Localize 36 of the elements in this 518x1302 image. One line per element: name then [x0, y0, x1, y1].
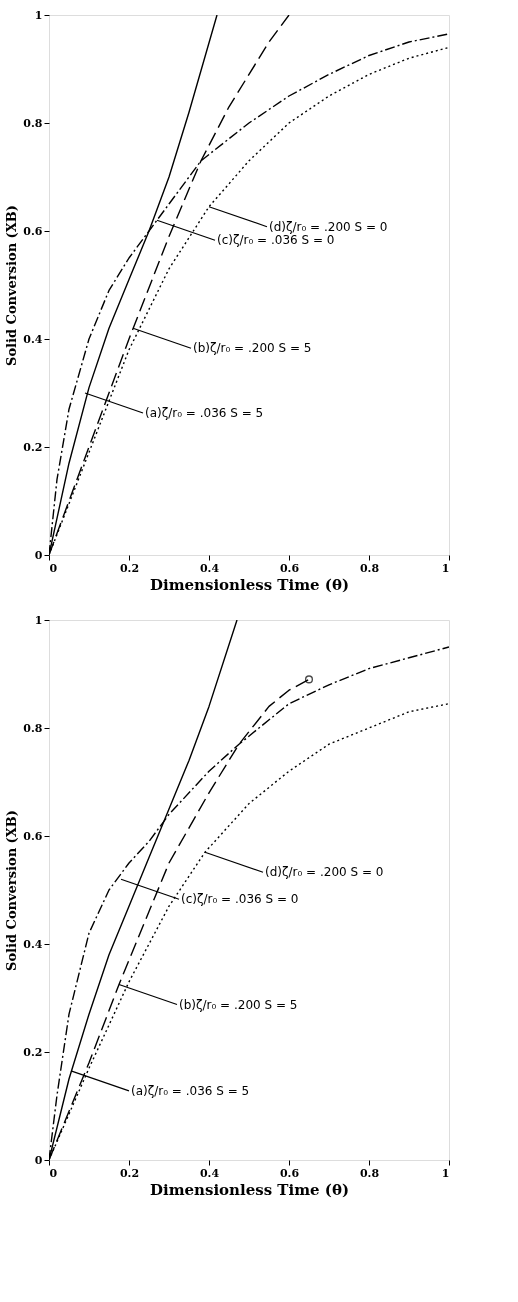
x-tick-label: 0.8	[359, 561, 380, 575]
annotation: (a)ζ/r₀ = .036 S = 5	[145, 406, 264, 420]
y-axis-title: Solid Conversion (XB)	[4, 810, 20, 971]
y-tick-label: 0.2	[23, 1045, 43, 1059]
x-tick-label: 0.6	[279, 1166, 300, 1180]
x-tick-label: 0.8	[359, 1166, 380, 1180]
x-axis-title: Dimensionless Time (θ)	[149, 575, 350, 594]
y-tick-label: 1	[34, 8, 43, 22]
y-tick-label: 0.4	[23, 332, 43, 346]
annotation: (c)ζ/r₀ = .036 S = 0	[181, 892, 299, 907]
x-tick-label: 0.4	[199, 1166, 220, 1180]
x-tick-label: 0	[49, 561, 58, 575]
x-tick-label: 1	[441, 1166, 450, 1180]
annotation: (d)ζ/r₀ = .200 S = 0	[265, 865, 384, 880]
x-tick-label: 0.2	[119, 1166, 140, 1180]
y-tick-label: 0	[34, 1153, 43, 1167]
y-tick-label: 0.8	[23, 721, 43, 735]
annotation: (c)ζ/r₀ = .036 S = 0	[217, 233, 335, 248]
x-tick-label: 0.6	[279, 561, 300, 575]
x-tick-label: 0.4	[199, 561, 220, 575]
annotation: (b)ζ/r₀ = .200 S = 5	[179, 997, 298, 1012]
annotation: (b)ζ/r₀ = .200 S = 5	[193, 341, 312, 356]
y-axis-title: Solid Conversion (XB)	[4, 205, 20, 366]
x-tick-label: 1	[441, 561, 450, 575]
annotation: (a)ζ/r₀ = .036 S = 5	[131, 1083, 250, 1098]
x-tick-label: 0.2	[119, 561, 140, 575]
x-tick-label: 0	[49, 1166, 58, 1180]
y-tick-label: 0	[34, 548, 43, 562]
y-tick-label: 0.8	[23, 116, 43, 130]
y-tick-label: 1	[34, 613, 43, 627]
x-axis-title: Dimensionless Time (θ)	[149, 1180, 350, 1199]
y-tick-label: 0.2	[23, 440, 43, 454]
y-tick-label: 0.4	[23, 937, 43, 951]
annotation: (d)ζ/r₀ = .200 S = 0	[269, 219, 388, 234]
y-tick-label: 0.6	[23, 224, 43, 238]
y-tick-label: 0.6	[23, 829, 43, 843]
